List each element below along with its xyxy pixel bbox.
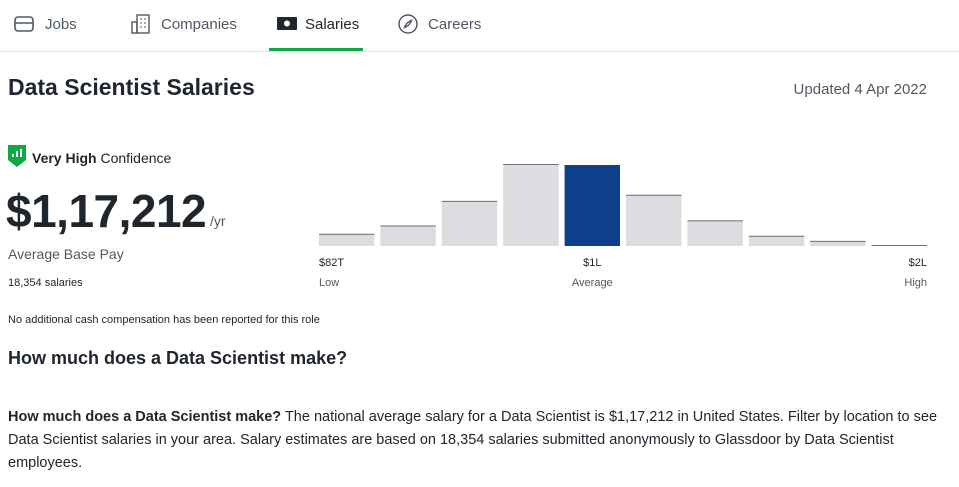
histogram-tick-label: $1L (583, 257, 602, 269)
average-pay: $1,17,212 (6, 185, 207, 237)
nav-jobs[interactable]: Jobs (45, 16, 77, 33)
pay-label: Average Base Pay (8, 246, 124, 262)
confidence-label: Confidence (100, 150, 172, 166)
histogram-caption: High (904, 277, 927, 289)
histogram-bar (810, 240, 866, 246)
confidence: Very High Confidence (32, 150, 171, 166)
nav-divider (0, 51, 959, 52)
pay-unit: /yr (210, 213, 226, 229)
histogram-tick-label: $82T (319, 257, 345, 269)
section-heading: How much does a Data Scientist make? (8, 348, 348, 368)
nav-companies[interactable]: Companies (161, 16, 237, 33)
confidence-level: Very High (32, 150, 97, 166)
paragraph-text: The national average salary for a Data S… (8, 409, 938, 471)
section-paragraph: How much does a Data Scientist make? The… (8, 406, 938, 475)
salaries-icon (277, 17, 297, 30)
companies-icon (131, 14, 150, 34)
salary-histogram (319, 164, 927, 246)
paragraph-lead: How much does a Data Scientist make? (8, 409, 282, 425)
nav-careers[interactable]: Careers (428, 16, 482, 33)
page-title: Data Scientist Salaries (8, 74, 255, 100)
histogram-caption: Low (319, 277, 340, 289)
histogram-bar (503, 164, 559, 246)
confidence-icon (8, 145, 26, 167)
histogram-bar (748, 235, 805, 246)
histogram-bar (441, 200, 498, 246)
nav-salaries[interactable]: Salaries (305, 16, 360, 33)
careers-icon (398, 14, 418, 34)
updated-date: Updated 4 Apr 2022 (793, 81, 927, 98)
histogram-caption: Average (571, 277, 613, 289)
histogram-tick-label: $2L (908, 257, 927, 269)
jobs-icon (14, 16, 34, 32)
histogram-bar (319, 233, 375, 246)
histogram-bar (380, 225, 436, 246)
salary-count: 18,354 salaries (8, 277, 83, 289)
compensation-note: No additional cash compensation has been… (8, 314, 320, 326)
active-tab-underline (269, 48, 363, 52)
histogram-bar (626, 194, 682, 246)
histogram-bar (687, 220, 743, 246)
histogram-bar (564, 165, 620, 246)
